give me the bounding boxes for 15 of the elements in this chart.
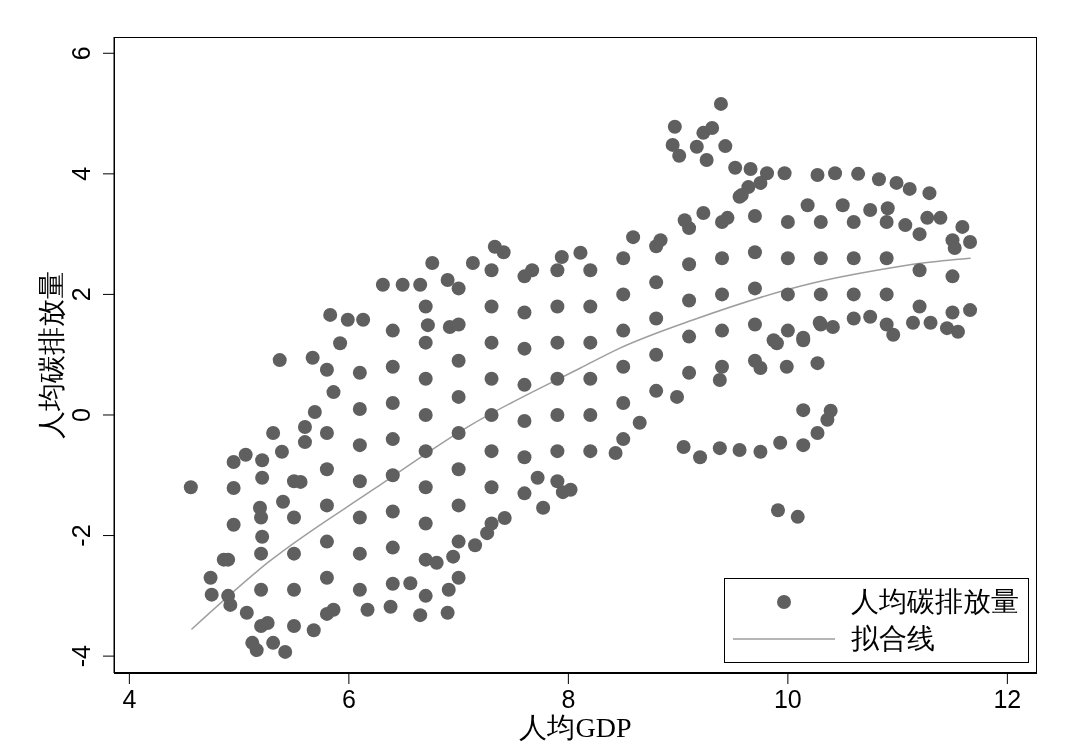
y-tick-label: -2 [67,524,95,547]
x-tick-label: 8 [561,684,576,713]
x-tick-label: 12 [993,684,1022,713]
y-tick-label: 6 [67,46,95,61]
y-tick-label: 2 [67,287,95,302]
y-tick-label: 0 [67,408,95,422]
y-axis-title: 人均碳排放量 [35,271,67,439]
legend-label: 人均碳排放量 [851,585,1019,617]
x-tick-label: 10 [773,684,802,713]
x-tick-label: 6 [341,684,356,713]
y-tick-label: -4 [67,644,95,668]
y-tick-label: 4 [67,166,95,181]
x-axis-title: 人均GDP [519,711,632,743]
x-tick-label: 4 [122,684,137,713]
legend-label: 拟合线 [851,622,935,654]
